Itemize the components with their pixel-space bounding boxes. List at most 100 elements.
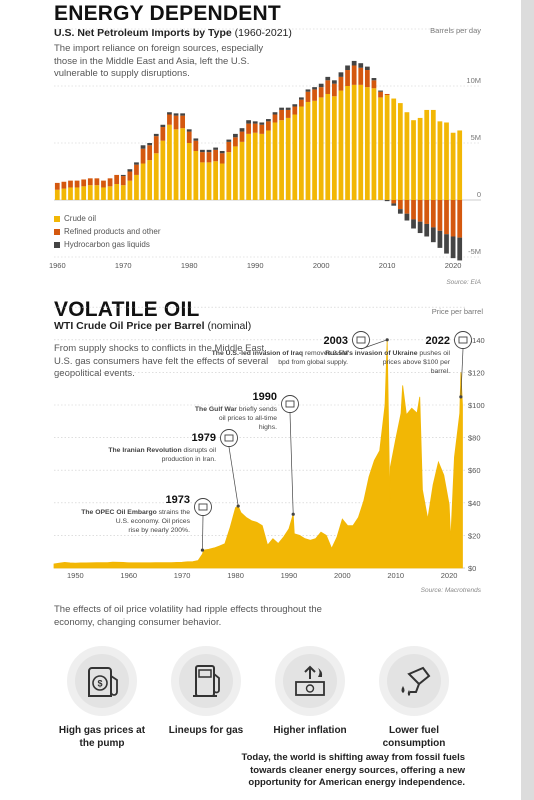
bar-refined (94, 178, 100, 186)
annotation-leader (289, 412, 294, 515)
tank-icon (352, 331, 370, 349)
bar-crude (167, 124, 172, 200)
bar-refined (61, 181, 67, 189)
bar-hgl (358, 63, 364, 68)
bar-refined (397, 200, 403, 210)
chart2-subtitle-bold: WTI Crude Oil Price per Barrel (54, 320, 205, 332)
bar-refined (338, 76, 344, 91)
bar-hgl (180, 113, 186, 116)
annotation-leader (228, 446, 239, 507)
annotation-text: The Iranian Revolution disrupts oil (108, 447, 216, 454)
bar-crude (444, 122, 449, 200)
annotation-bold: The Gulf War (195, 406, 239, 413)
bar-crude (397, 103, 403, 200)
unit-label: Barrels per day (430, 26, 481, 35)
legend-label-hgl: Hydrocarbon gas liquids (64, 240, 150, 249)
bar-hgl (134, 162, 139, 165)
bar-hgl (173, 113, 179, 116)
annotation-year: 1990 (253, 391, 277, 403)
bar-crude (120, 185, 126, 200)
bar-crude (87, 185, 93, 200)
bar-refined (252, 123, 258, 133)
impact-lower-consumption: Lower fuel consumption (364, 646, 464, 750)
bar-hgl (404, 213, 410, 221)
closing-text: Today, the world is shifting away from f… (241, 752, 465, 788)
annotation-body: disrupts oil (184, 447, 217, 454)
bar-crude (411, 120, 416, 200)
bar-crude (173, 129, 179, 200)
impact-inflation: Higher inflation (260, 646, 360, 737)
bar-crude (219, 163, 225, 200)
impact-lineups: Lineups for gas (156, 646, 256, 737)
bar-refined (266, 121, 271, 131)
svg-text:$: $ (97, 679, 102, 689)
chart1-subtitle: U.S. Net Petroleum Imports by Type (1960… (54, 27, 292, 39)
bar-crude (384, 95, 390, 200)
legend-swatch-hgl (54, 241, 60, 248)
y-tick-label: $100 (468, 401, 485, 410)
bar-refined (345, 70, 350, 86)
bar-refined (68, 180, 73, 188)
bar-hgl (239, 128, 245, 132)
oil-can-icon (281, 395, 299, 413)
bar-refined (364, 70, 370, 88)
bar-refined (424, 200, 430, 224)
x-tick-label: 1990 (281, 571, 298, 580)
bar-hgl (120, 174, 126, 177)
bar-refined (358, 67, 364, 85)
legend-swatch-crude (54, 215, 60, 222)
bar-refined (259, 124, 265, 134)
bar-crude (61, 188, 67, 200)
bar-crude (239, 141, 245, 200)
bar-crude (54, 189, 60, 200)
bar-hgl (186, 129, 192, 132)
legend-item-crude: Crude oil (54, 212, 161, 225)
annotation-bold: The U.S.-led invasion of Iraq (212, 350, 305, 357)
bar-refined (120, 176, 126, 186)
oil-can-icon-glyph (285, 400, 295, 408)
bar-crude (351, 84, 357, 200)
annotation-text-line: rise by nearly 200%. (128, 527, 190, 534)
unit-label: Price per barrel (432, 307, 484, 316)
bar-crude (200, 162, 205, 200)
bar-refined (404, 200, 410, 214)
legend-item-refined: Refined products and other (54, 225, 161, 238)
bar-hgl (325, 76, 331, 81)
page-right-edge (521, 0, 534, 800)
bar-crude (424, 109, 430, 200)
annotation-body: pushes oil (419, 350, 450, 357)
bar-hgl (305, 89, 311, 92)
y-tick-label: $140 (468, 336, 485, 345)
annotation-bold: Russia's invasion of Ukraine (325, 350, 419, 357)
bar-refined (114, 174, 120, 185)
bar-hgl (437, 230, 443, 248)
bar-refined (391, 200, 397, 204)
impact-label: Lower fuel consumption (382, 725, 446, 749)
bar-refined (272, 114, 278, 123)
x-tick-label: 1980 (227, 571, 244, 580)
bar-hgl (378, 90, 383, 92)
bar-refined (384, 93, 390, 96)
legend-swatch-refined (54, 228, 60, 235)
x-tick-label: 2000 (313, 261, 330, 270)
bar-refined (457, 200, 463, 238)
tank-icon (454, 331, 472, 349)
bar-crude (430, 109, 436, 200)
impact-high-gas-prices: $ High gas prices at the pump (52, 646, 152, 750)
bar-hgl (219, 150, 225, 154)
bar-hgl (160, 124, 166, 128)
bar-hgl (444, 234, 449, 254)
bar-refined (127, 171, 133, 181)
bar-crude (325, 93, 331, 200)
annotation-leader (460, 348, 464, 397)
bar-crude (450, 132, 456, 200)
bar-crude (318, 97, 324, 200)
bar-refined (219, 153, 225, 164)
bar-crude (127, 180, 133, 200)
annotation-text-line: production in Iran. (162, 456, 217, 463)
bar-refined (285, 109, 291, 118)
bar-hgl (226, 139, 232, 142)
annotation-text-line: oil prices to all-time (219, 415, 277, 422)
bar-crude (285, 117, 291, 200)
embargo-icon-glyph (198, 503, 208, 511)
